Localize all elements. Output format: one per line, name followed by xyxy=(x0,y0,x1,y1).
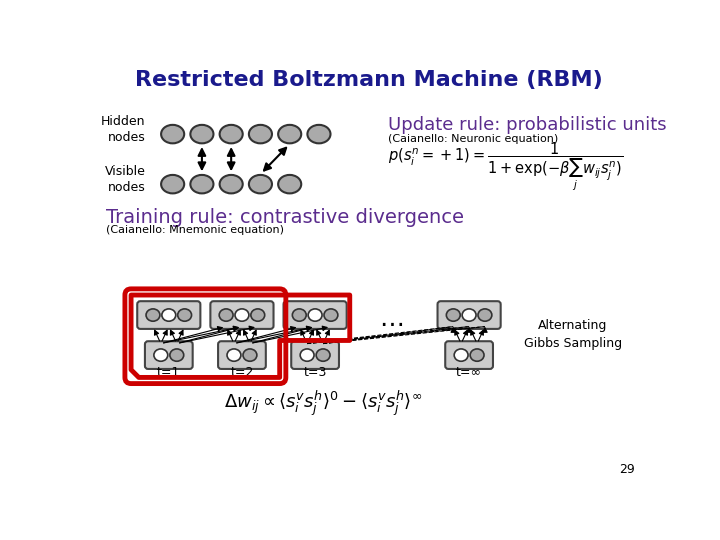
Ellipse shape xyxy=(446,309,460,321)
Text: Restricted Boltzmann Machine (RBM): Restricted Boltzmann Machine (RBM) xyxy=(135,70,603,90)
Ellipse shape xyxy=(235,309,249,321)
Ellipse shape xyxy=(170,349,184,361)
Text: t=1: t=1 xyxy=(157,366,181,379)
Text: ⋯: ⋯ xyxy=(379,313,405,337)
Ellipse shape xyxy=(161,175,184,193)
Ellipse shape xyxy=(278,175,301,193)
Text: $\Delta w_{ij} \propto \langle s_i^v s_j^h \rangle^0 - \langle s_i^v s_j^h \rang: $\Delta w_{ij} \propto \langle s_i^v s_j… xyxy=(224,389,422,419)
Ellipse shape xyxy=(227,349,241,361)
FancyBboxPatch shape xyxy=(218,341,266,369)
Ellipse shape xyxy=(154,349,168,361)
Ellipse shape xyxy=(249,175,272,193)
FancyBboxPatch shape xyxy=(438,301,500,329)
Text: Alternating
Gibbs Sampling: Alternating Gibbs Sampling xyxy=(524,319,622,350)
Text: (Caianello: Mnemonic equation): (Caianello: Mnemonic equation) xyxy=(106,225,284,235)
Ellipse shape xyxy=(470,349,484,361)
Ellipse shape xyxy=(243,349,257,361)
Text: 29: 29 xyxy=(619,463,634,476)
FancyBboxPatch shape xyxy=(138,301,200,329)
Ellipse shape xyxy=(324,309,338,321)
Text: $p(s_i^n = +1) = \dfrac{1}{1+\exp(-\beta \sum_j w_{ij} s_j^n)}$: $p(s_i^n = +1) = \dfrac{1}{1+\exp(-\beta… xyxy=(388,140,624,193)
Text: t=∞: t=∞ xyxy=(456,366,482,379)
Ellipse shape xyxy=(178,309,192,321)
Ellipse shape xyxy=(220,175,243,193)
Ellipse shape xyxy=(162,309,176,321)
Ellipse shape xyxy=(462,309,476,321)
Ellipse shape xyxy=(300,349,314,361)
FancyBboxPatch shape xyxy=(445,341,493,369)
FancyBboxPatch shape xyxy=(145,341,193,369)
Ellipse shape xyxy=(478,309,492,321)
Ellipse shape xyxy=(292,309,306,321)
Ellipse shape xyxy=(308,309,322,321)
Ellipse shape xyxy=(278,125,301,143)
Ellipse shape xyxy=(219,309,233,321)
Ellipse shape xyxy=(220,125,243,143)
Ellipse shape xyxy=(190,175,213,193)
Text: Training rule: contrastive divergence: Training rule: contrastive divergence xyxy=(106,208,464,227)
Text: Hidden
nodes: Hidden nodes xyxy=(102,115,145,144)
Ellipse shape xyxy=(316,349,330,361)
Ellipse shape xyxy=(249,125,272,143)
FancyBboxPatch shape xyxy=(210,301,274,329)
Text: Visible
nodes: Visible nodes xyxy=(105,165,145,194)
Ellipse shape xyxy=(146,309,160,321)
Text: (Caianello: Neuronic equation): (Caianello: Neuronic equation) xyxy=(388,134,559,144)
Ellipse shape xyxy=(190,125,213,143)
Ellipse shape xyxy=(454,349,468,361)
FancyBboxPatch shape xyxy=(284,301,346,329)
Ellipse shape xyxy=(307,125,330,143)
Ellipse shape xyxy=(251,309,265,321)
Text: t=2: t=2 xyxy=(230,366,253,379)
Ellipse shape xyxy=(161,125,184,143)
Text: Update rule: probabilistic units: Update rule: probabilistic units xyxy=(388,116,667,134)
Text: t=3: t=3 xyxy=(303,366,327,379)
FancyBboxPatch shape xyxy=(291,341,339,369)
